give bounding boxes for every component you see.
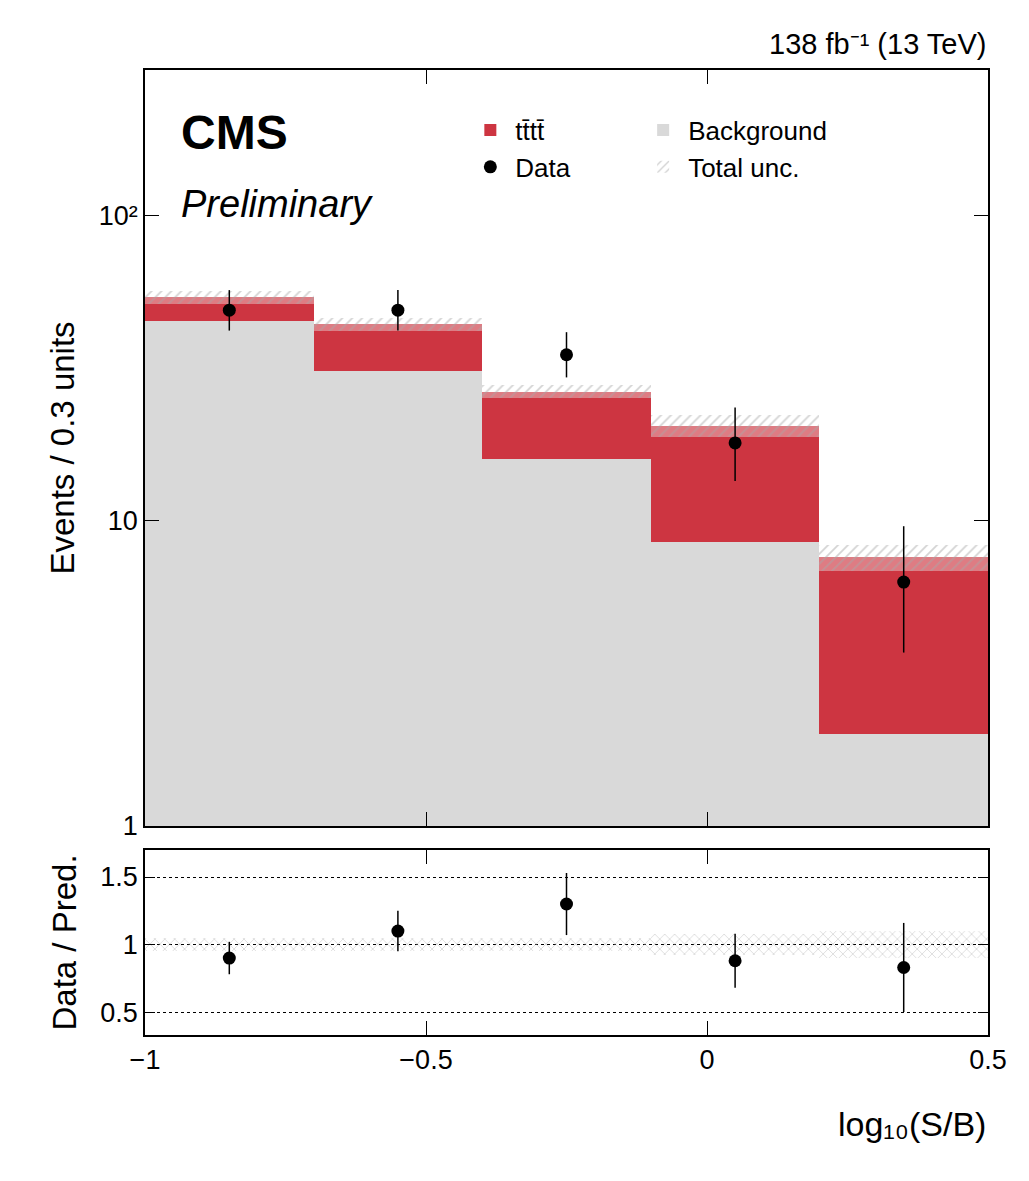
svg-text:Total unc.: Total unc.: [688, 153, 799, 183]
svg-text:0: 0: [699, 1045, 714, 1075]
svg-text:10²: 10²: [99, 201, 138, 231]
svg-text:CMS: CMS: [181, 106, 288, 159]
svg-text:1: 1: [123, 811, 138, 841]
svg-text:Background: Background: [688, 116, 827, 146]
svg-text:Data: Data: [515, 153, 570, 183]
svg-text:tt̄tt̄: tt̄tt̄: [515, 116, 545, 146]
svg-text:log₁₀(S/B): log₁₀(S/B): [838, 1105, 986, 1143]
svg-text:10: 10: [108, 506, 138, 536]
svg-text:Preliminary: Preliminary: [181, 183, 373, 225]
svg-text:0.5: 0.5: [969, 1045, 1007, 1075]
svg-text:Events / 0.3 units: Events / 0.3 units: [44, 321, 81, 574]
svg-text:−1: −1: [130, 1045, 161, 1075]
svg-text:1.5: 1.5: [100, 862, 138, 892]
svg-text:1: 1: [123, 930, 138, 960]
svg-text:Data / Pred.: Data / Pred.: [46, 854, 83, 1030]
svg-text:−0.5: −0.5: [399, 1045, 452, 1075]
svg-text:0.5: 0.5: [100, 997, 138, 1027]
svg-text:138 fb⁻¹ (13 TeV): 138 fb⁻¹ (13 TeV): [769, 28, 986, 60]
